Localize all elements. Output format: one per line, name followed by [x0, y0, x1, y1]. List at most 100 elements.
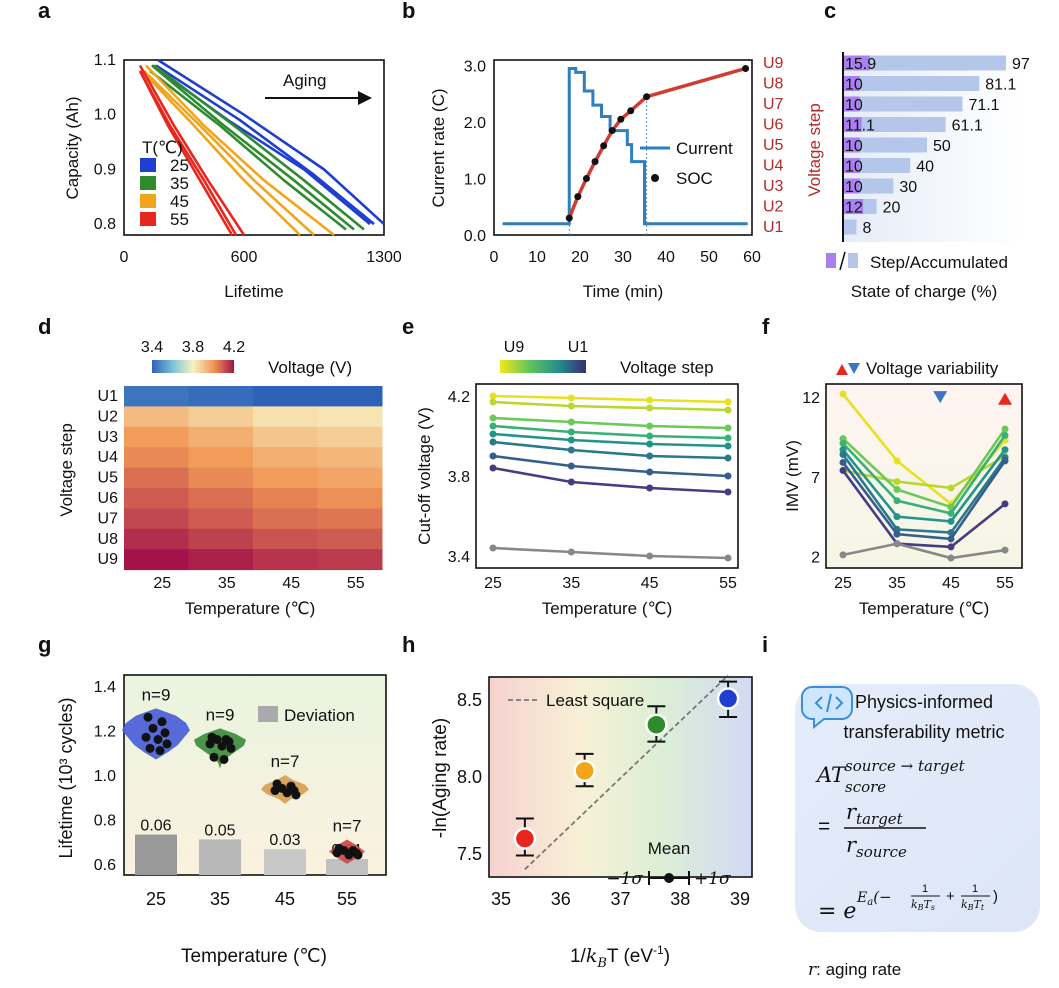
- heatmap-cell-U9-25: [124, 549, 189, 571]
- soc-point-4: [600, 142, 608, 150]
- d-ytick-U6: U6: [98, 490, 119, 507]
- e-point-U3: [724, 472, 732, 480]
- i-title-1: Physics-informed: [855, 692, 993, 712]
- panel-label-c: c: [824, 0, 836, 23]
- heatmap-cell-U3-35: [188, 426, 254, 448]
- lifetime-point-45: [282, 788, 292, 798]
- d-ytick-U4: U4: [98, 449, 119, 466]
- f-point-U8: [947, 484, 955, 492]
- a-legend-label-55: 55: [170, 210, 189, 229]
- c-step-bar-U8: [843, 76, 860, 91]
- e-line-U6: [492, 424, 729, 440]
- heatmap-cell-U5-25: [124, 467, 189, 489]
- h-ytick: 7.5: [457, 844, 482, 864]
- e-point-U2: [489, 464, 497, 472]
- h-ytick: 8.5: [457, 690, 482, 710]
- b-voltage-step-label-U7: U7: [763, 96, 784, 113]
- soc-point-2: [582, 175, 590, 183]
- panel-g: 0.06n=90.05n=90.03n=70.01n=7 Deviation 2…: [56, 674, 387, 967]
- f-max-marker-icon: [998, 392, 1012, 405]
- least-square-fit-line: [524, 674, 729, 870]
- heatmap-cell-U1-45: [253, 386, 318, 407]
- capacity-line-25-1: [155, 64, 375, 226]
- a-ytick: 0.9: [94, 161, 116, 178]
- b-ytick: 1.0: [464, 172, 486, 189]
- h-xlabel-close: ): [664, 946, 670, 967]
- lifetime-point-35: [209, 752, 219, 762]
- lifetime-point-25: [162, 739, 172, 749]
- panel-label-h: h: [402, 632, 415, 657]
- f-xtick: 55: [996, 575, 1014, 592]
- i-exp-den-2: kBTt: [961, 898, 985, 912]
- d-xtick-55: 55: [347, 575, 365, 592]
- heatmap-cell-U2-25: [124, 406, 189, 428]
- d-ytick-U7: U7: [98, 510, 119, 527]
- a-legend-label-45: 45: [170, 192, 189, 211]
- heatmap-cell-U6-35: [188, 488, 254, 509]
- i-exp-one-1: 1: [922, 883, 928, 895]
- c-step-label-U7: 10: [845, 97, 863, 114]
- f-point-U3: [1001, 457, 1009, 465]
- h-xlabel-t: T (eV: [607, 946, 653, 967]
- panel-label-i: i: [762, 632, 768, 657]
- a-xtick: 0: [120, 249, 129, 266]
- capacity-line-45-2: [141, 70, 301, 236]
- h-legend-plus-sigma: +1σ: [694, 869, 731, 889]
- heatmap-cell-U2-45: [253, 406, 318, 428]
- deviation-bar-25: [135, 834, 177, 875]
- c-step-label-U3: 10: [845, 179, 863, 196]
- b-xlabel: Time (min): [583, 282, 664, 301]
- e-xtick: 45: [641, 575, 659, 592]
- c-step-bar-U6: [843, 117, 862, 132]
- mean-point-2: [645, 713, 668, 736]
- soc-point-0: [565, 214, 573, 222]
- i-title-2: transferability metric: [843, 722, 1004, 742]
- soc-point-6: [617, 115, 625, 123]
- c-acc-label-U6: 61.1: [952, 118, 983, 135]
- f-ylabel: IMV (mV): [783, 440, 802, 512]
- heatmap-cell-U6-45: [253, 488, 318, 509]
- panel-label-b: b: [402, 0, 415, 23]
- d-ylabel: Voltage step: [57, 423, 76, 517]
- d-ytick-U8: U8: [98, 531, 119, 548]
- b-legend-current-label: Current: [676, 139, 733, 158]
- g-xlabel: Temperature (℃): [181, 946, 327, 967]
- heatmap-cell-U2-35: [188, 406, 254, 428]
- a-ytick: 0.8: [94, 216, 116, 233]
- soc-point-1: [574, 193, 582, 201]
- capacity-line-55-0: [138, 64, 246, 236]
- i-footnote-r: r: [808, 960, 817, 980]
- b-legend-soc-label: SOC: [676, 169, 713, 188]
- i-exp-ea-sub: a: [867, 897, 873, 908]
- heatmap-cell-U1-55: [317, 386, 383, 407]
- b-ylabel: Current rate (C): [429, 88, 448, 207]
- e-point-U5: [646, 440, 654, 448]
- e-point-U7: [724, 424, 732, 432]
- f-point-U1: [839, 551, 847, 559]
- f-point-U6: [893, 497, 901, 505]
- e-point-U4: [489, 438, 497, 446]
- c-acc-bar-U6: [843, 117, 946, 132]
- b-voltage-step-label-U1: U1: [763, 219, 784, 236]
- g-xtick: 35: [210, 889, 230, 909]
- lifetime-point-25: [141, 732, 151, 742]
- soc-line: [567, 66, 747, 219]
- g-ytick: 1.2: [94, 724, 116, 741]
- e-point-U9: [646, 396, 654, 404]
- e-point-U1: [724, 554, 732, 562]
- e-point-U8: [724, 406, 732, 414]
- c-step-bar-U2: [843, 199, 864, 214]
- e-xtick: 35: [562, 575, 580, 592]
- f-point-U8: [893, 478, 901, 486]
- c-acc-label-U8: 81.1: [985, 77, 1016, 94]
- f-point-U9: [893, 457, 901, 465]
- deviation-bar-45: [264, 849, 306, 875]
- h-xlabel: 1/kBT (eV-1): [570, 943, 670, 971]
- f-point-U6: [839, 439, 847, 447]
- f-point-U6: [1001, 431, 1009, 439]
- e-point-U6: [567, 428, 575, 436]
- heatmap-cell-U1-25: [124, 386, 189, 407]
- lifetime-point-35: [217, 741, 227, 751]
- d-xtick-45: 45: [282, 575, 300, 592]
